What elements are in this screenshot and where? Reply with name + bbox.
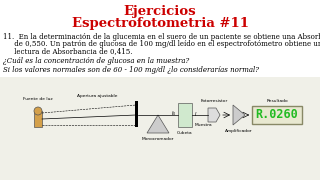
Text: Si los valores normales son de 60 - 100 mg/dl ¿lo considerarías normal?: Si los valores normales son de 60 - 100 … <box>3 66 259 74</box>
Text: Muestra: Muestra <box>194 123 212 127</box>
Text: $I$: $I$ <box>194 110 197 118</box>
Polygon shape <box>208 108 220 122</box>
Text: Resultado: Resultado <box>266 99 288 103</box>
Text: lectura de Absorbancia de 0,415.: lectura de Absorbancia de 0,415. <box>3 47 132 55</box>
Text: R.0260: R.0260 <box>256 109 298 122</box>
Text: ¿Cuál es la concentración de glucosa en la muestra?: ¿Cuál es la concentración de glucosa en … <box>3 57 189 65</box>
Text: 11.  En la determinación de la glucemia en el suero de un paciente se obtiene un: 11. En la determinación de la glucemia e… <box>3 33 320 41</box>
Text: Ejercicios: Ejercicios <box>124 5 196 18</box>
FancyBboxPatch shape <box>252 106 302 124</box>
Circle shape <box>34 107 42 115</box>
Bar <box>178 103 192 127</box>
Text: Amplificador: Amplificador <box>225 129 253 133</box>
Text: Apertura ajustable: Apertura ajustable <box>77 94 117 98</box>
Text: Monocromador: Monocromador <box>142 137 174 141</box>
Text: Cubeta: Cubeta <box>177 131 193 135</box>
Text: Fuente de luz: Fuente de luz <box>23 97 53 101</box>
Bar <box>0 77 320 180</box>
Text: de 0,550. Un patrón de glucosa de 100 mg/dl leído en el espectrofotómetro obtien: de 0,550. Un patrón de glucosa de 100 mg… <box>3 40 320 48</box>
Bar <box>34 111 42 127</box>
Polygon shape <box>147 115 169 133</box>
Text: Espectrofotometria #11: Espectrofotometria #11 <box>71 17 249 30</box>
Bar <box>134 101 138 127</box>
Text: Fotorresistor: Fotorresistor <box>200 99 228 103</box>
Text: $I_0$: $I_0$ <box>171 110 176 118</box>
Polygon shape <box>233 105 245 125</box>
